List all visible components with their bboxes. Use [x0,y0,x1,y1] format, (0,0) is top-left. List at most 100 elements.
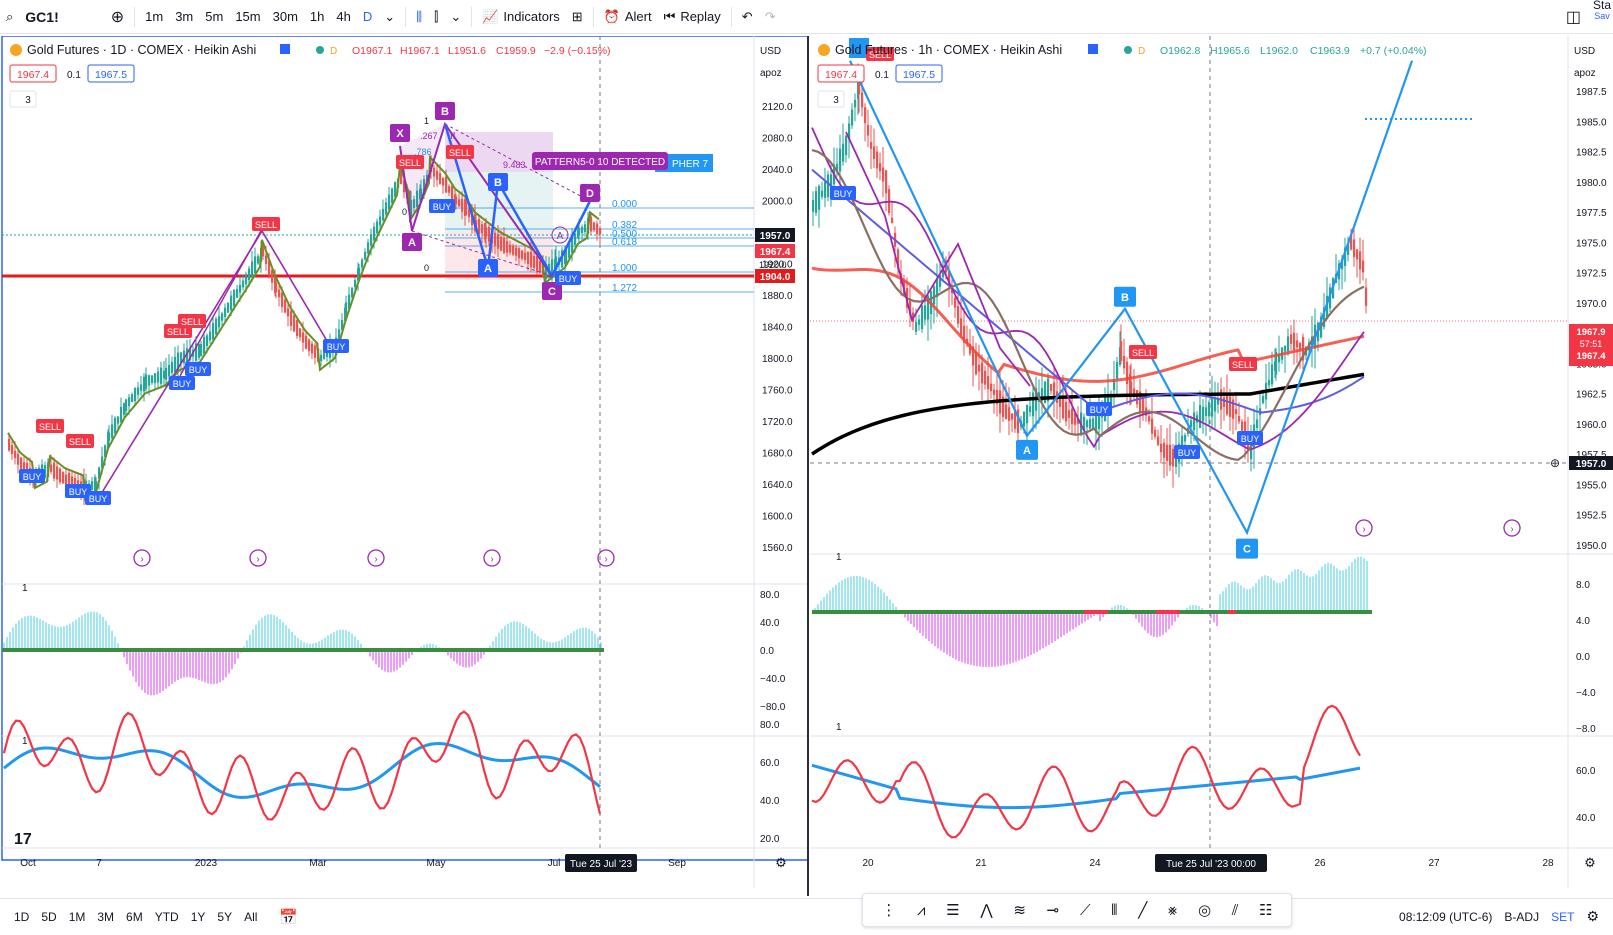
right-legend[interactable]: Gold Futures · 1h · COMEX · Heikin Ashi D… [817,43,1427,108]
abc-pattern-icon[interactable]: ⋀ [980,901,993,919]
candle-body [221,313,224,321]
redo-icon[interactable]: ↷ [764,8,776,24]
line-icon[interactable]: ╱ [1138,901,1148,919]
abc-pattern-line [849,60,1414,536]
left-signals[interactable]: BUYBUYBUYBUYBUYBUYBUYBUYSELLSELLSELLSELL… [19,145,615,567]
sell-signal-label: SELL [399,158,421,168]
parallel-channel-icon[interactable]: ⫽ [1231,901,1239,919]
right-rsi-axis[interactable]: 60.0 40.0 [1576,766,1596,824]
interval-1m[interactable]: 1m [145,9,164,24]
left-price-axis[interactable]: 2120.02080.02040.02000.01960.01920.01880… [755,46,795,554]
save-corner[interactable]: Sta Sav [1587,0,1613,34]
chart-area[interactable]: 2120.02080.02040.02000.01960.01920.01880… [0,36,1613,896]
candle-body [1044,381,1047,403]
save-sublabel: Sav [1594,10,1610,21]
right-signals[interactable]: BUY BUY BUY BUY SELL SELL SELL › › [830,47,1521,537]
candle-body [108,432,111,441]
price-tick-label: 1840.0 [762,323,793,334]
symbol-name[interactable]: GC1! [25,8,59,25]
fib-channel-icon[interactable]: ≋ [1013,901,1026,919]
pattern-icon[interactable]: ⨳ [1167,901,1178,919]
candle-body [44,465,47,478]
spiral-icon[interactable]: ◎ [1197,901,1212,919]
drag-handle-icon[interactable]: ⋮ [881,901,897,919]
horizontal-ray-icon[interactable]: ⊸ [1046,901,1060,919]
candle-body [957,306,960,324]
chevron-down-icon[interactable]: ⌄ [384,8,396,24]
time-tick-label: 7 [96,858,102,869]
candle-body [131,394,134,403]
range-1y[interactable]: 1Y [190,910,206,924]
ohlc-open: O1967.1 [352,45,392,57]
trend-line-icon[interactable]: ⟋ [1079,901,1091,919]
candle-body [518,248,521,259]
candle-body [311,343,314,354]
range-1d[interactable]: 1D [14,910,30,924]
range-all[interactable]: All [244,910,258,924]
left-rsi-axis[interactable]: 80.0 60.0 40.0 20.0 [760,720,780,845]
event-arrow-icon [1503,519,1521,537]
left-legend[interactable]: Gold Futures · 1D · COMEX · Heikin Ashi D… [9,43,611,108]
bar-style-icon[interactable]: ⫼ [416,8,423,24]
range-ytd[interactable]: YTD [154,910,179,924]
interval-3m[interactable]: 3m [175,9,194,24]
time-tick-label: 2023 [195,858,218,869]
candle-body [500,236,503,251]
indicators-button[interactable]: 📈 Indicators [476,0,566,34]
candle-body [354,280,357,287]
alert-button[interactable]: ⏰ Alert [598,0,658,34]
candle-body [265,255,268,264]
candle-body [314,345,317,358]
candle-body [281,292,284,307]
interval-15m[interactable]: 15m [235,9,261,24]
ref-price-label: 1920.0 [759,260,787,270]
interval-1h[interactable]: 1h [309,9,325,24]
search-icon[interactable]: ⌕ [6,8,14,24]
left-osc-axis[interactable]: 80.0 40.0 0.0 −40.0 −80.0 [760,590,786,713]
candle-style-icon[interactable]: ⫿ [434,8,439,24]
left-time-axis[interactable]: Oct 7 2023 Mar May Jul Sep Tue 25 Jul '23 ⚙ [20,854,787,872]
alarm-clock-icon: ⏰ [603,8,620,24]
range-5d[interactable]: 5D [41,910,57,924]
calendar-icon[interactable]: 📅 [279,909,299,926]
candle-body [578,228,581,236]
clock[interactable]: 08:12:09 (UTC-6) [1399,909,1493,924]
candle-body [481,224,484,234]
xabcd-pattern-icon[interactable]: ⩘ [917,901,926,919]
interval-30m[interactable]: 30m [272,9,298,24]
market-status-icon [316,46,324,54]
undo-icon[interactable]: ↶ [741,8,753,24]
candle-body [278,289,281,298]
right-chart-pane[interactable]: 1987.5 1985.0 1982.5 1980.0 1977.5 1975.0 1972… [807,36,1613,896]
left-chart-pane[interactable]: 2120.02080.02040.02000.01960.01920.01880… [1,36,809,888]
candle-body [1256,419,1259,429]
fib-retracement-icon[interactable]: ☰ [946,901,960,919]
replay-button[interactable]: ⏮ Replay [658,0,727,34]
range-3m[interactable]: 3M [97,910,115,924]
right-osc-axis[interactable]: 8.0 4.0 0.0 −4.0 −8.0 [1576,580,1596,735]
chevron-down-icon[interactable]: ⌄ [450,8,462,24]
time-tick-label: 21 [975,858,987,869]
right-price-axis[interactable]: 1987.5 1985.0 1982.5 1980.0 1977.5 1975.0 1972… [1550,46,1613,552]
add-symbol-icon[interactable]: ⊕ [110,8,125,26]
templates-icon[interactable]: ⊞ [571,8,583,24]
candle-body [851,109,854,126]
candle-body [257,256,260,264]
adjust-toggle[interactable]: B-ADJ [1504,909,1540,924]
abc-pattern[interactable]: A B C [845,38,1414,559]
pitchfork-icon[interactable]: ⫴ [1111,901,1118,919]
session-toggle[interactable]: SET [1551,909,1575,924]
right-time-axis[interactable]: 20 21 24 26 27 28 Tue 25 Jul '23 00:00 ⚙ [862,854,1596,872]
candle-body [117,416,120,424]
range-5y[interactable]: 5Y [217,910,233,924]
fib-time-icon[interactable]: ☷ [1259,901,1273,919]
settings-icon[interactable]: ⚙ [1586,908,1599,924]
range-1m[interactable]: 1M [68,910,86,924]
range-6m[interactable]: 6M [126,910,143,924]
harmonic-pattern[interactable]: X A B C D A B A PHER 7 PATTERN5-0 10 DETECTED [97,102,713,500]
interval-d[interactable]: D [362,9,373,24]
interval-4h[interactable]: 4h [336,9,351,24]
layout-icon[interactable]: ◫ [1565,8,1581,26]
interval-5m[interactable]: 5m [205,9,224,24]
candle-body [1262,396,1265,404]
